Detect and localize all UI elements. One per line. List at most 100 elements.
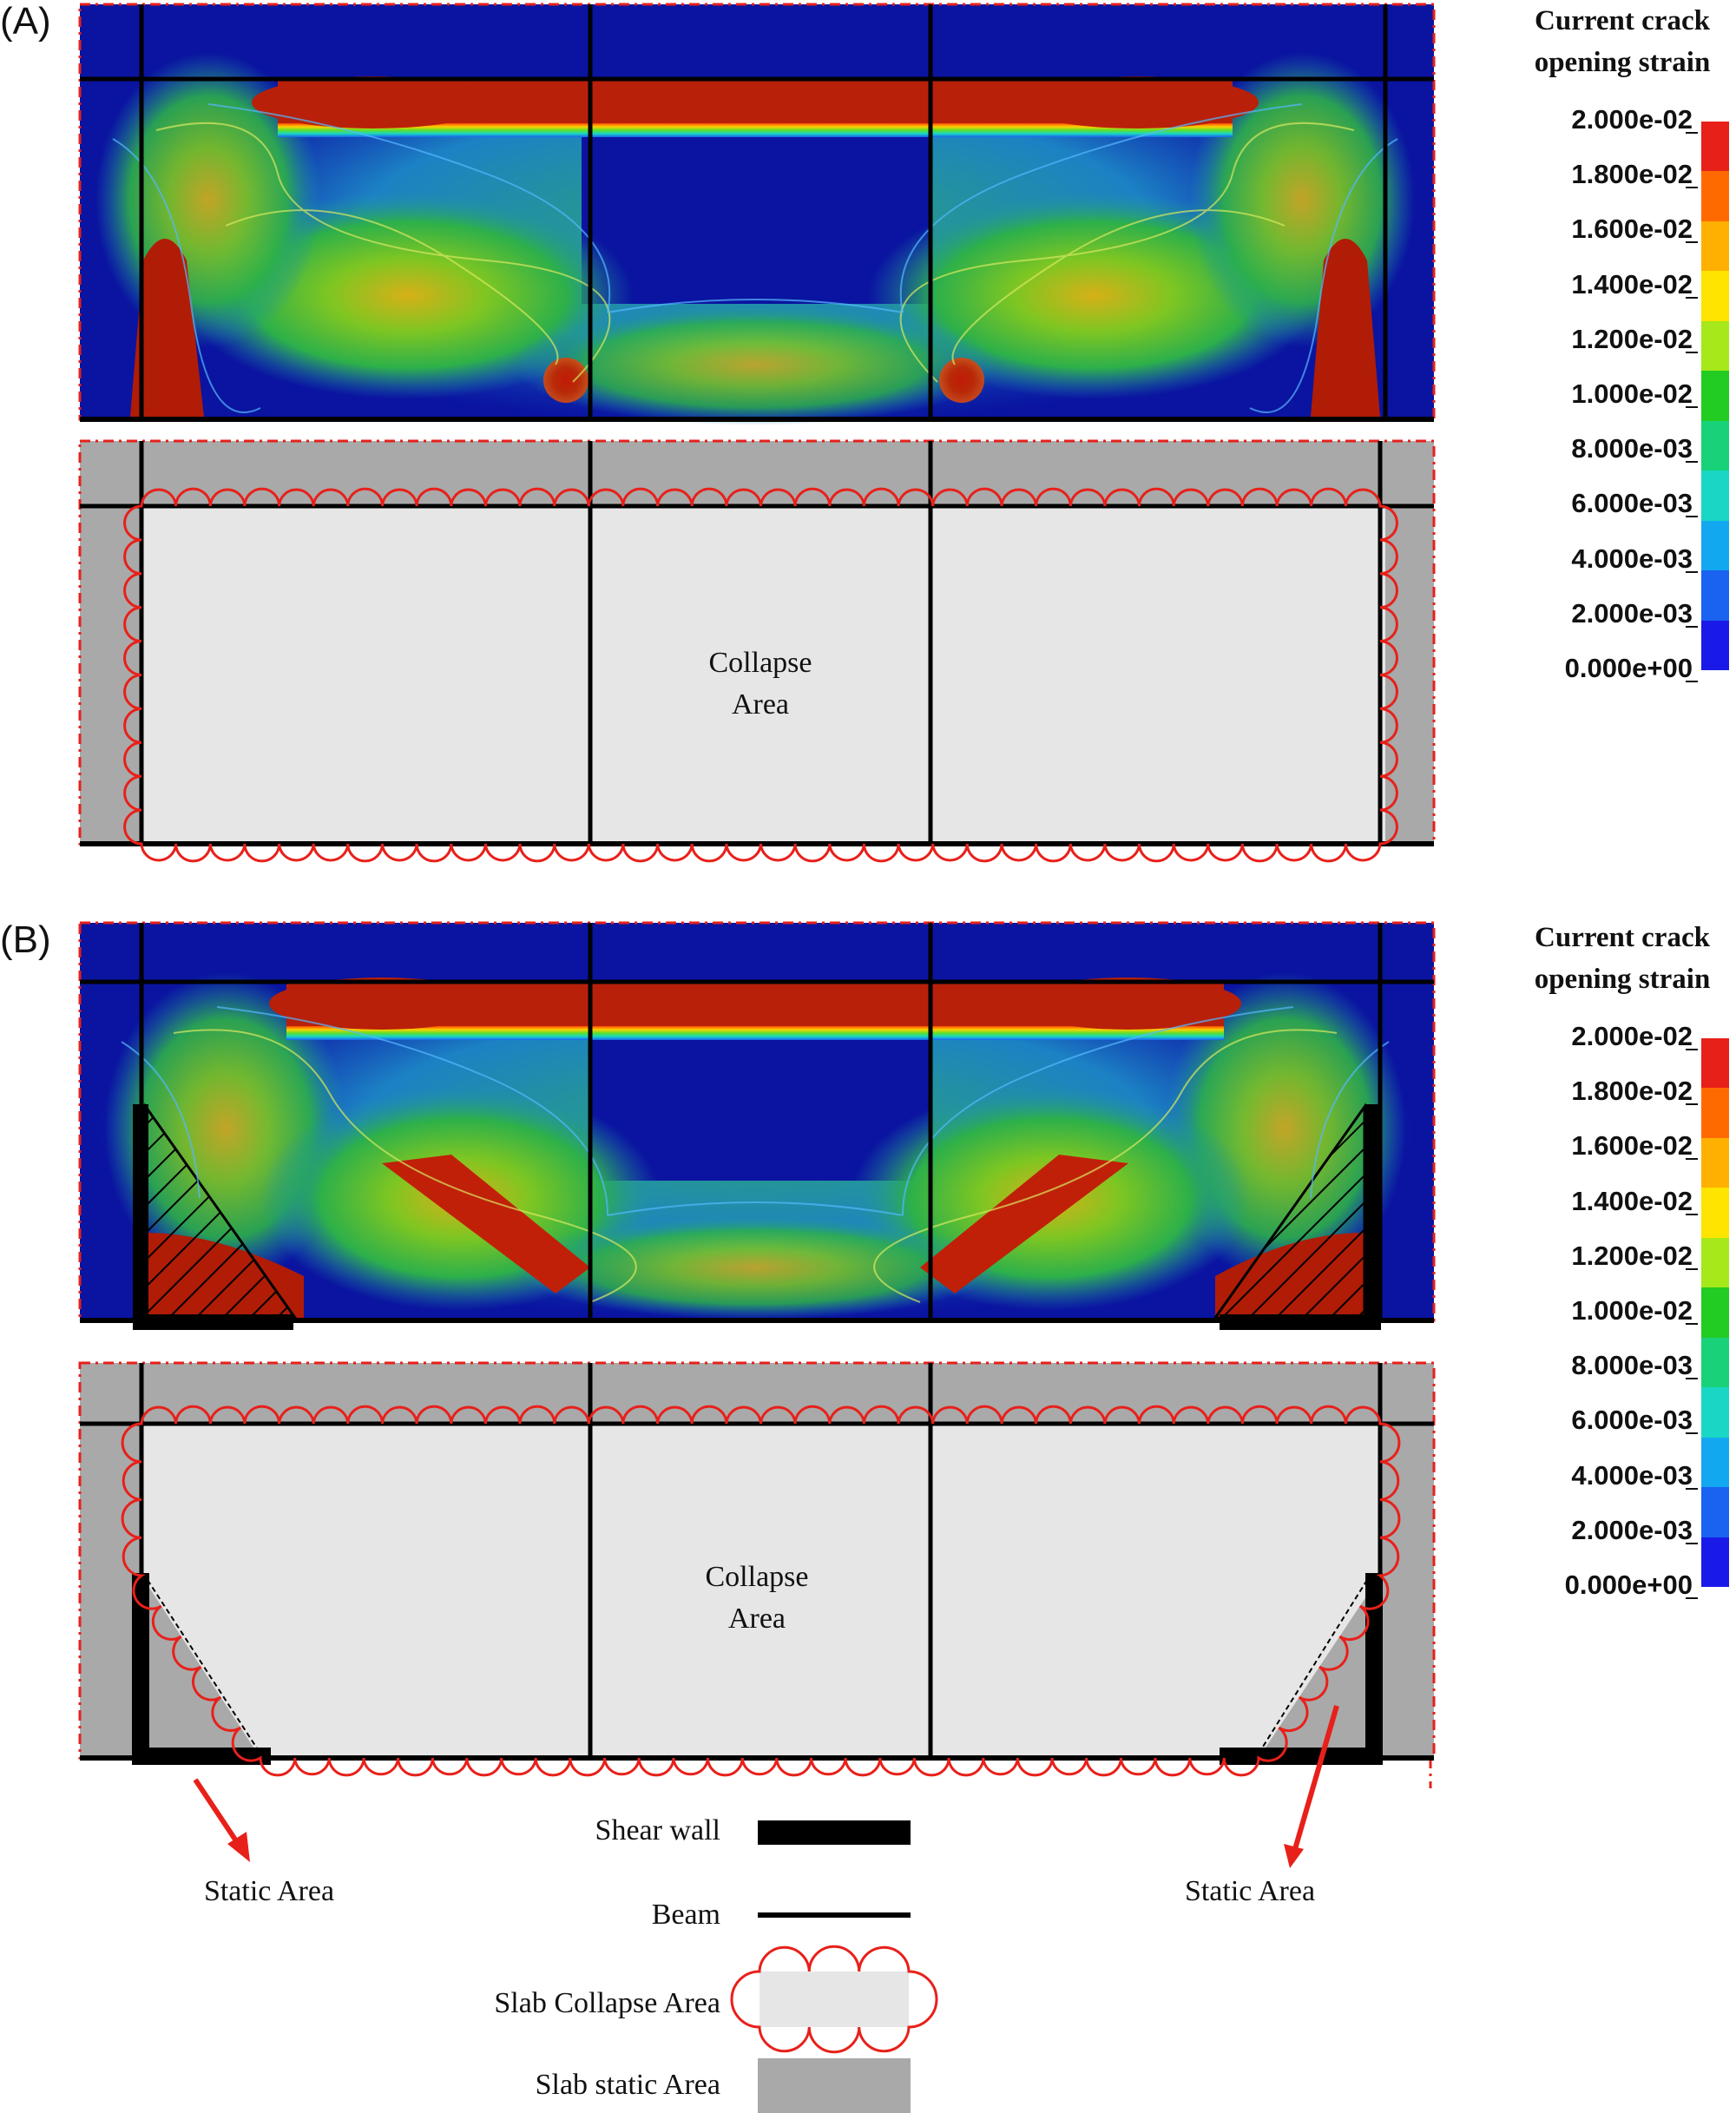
colorbar-tick-mark — [1686, 1049, 1698, 1050]
colorbar-tick-label: 0.000e+00 — [1564, 1570, 1693, 1600]
colorbar-segment — [1701, 171, 1729, 221]
collapse-area-label-a-line2: Area — [731, 688, 790, 721]
colorbar-a-title: Current crack opening strain — [1509, 0, 1736, 83]
colorbar-tick-label: 1.800e-02 — [1571, 1076, 1693, 1107]
colorbar-tick-label: 8.000e-03 — [1571, 433, 1693, 464]
legend-slab-static-swatch — [758, 2058, 911, 2113]
colorbar-tick-mark — [1686, 241, 1698, 244]
colorbar-tick-label: 4.000e-03 — [1571, 1459, 1693, 1491]
colorbar-tick-mark — [1686, 570, 1698, 573]
colorbar-tick-mark — [1686, 1378, 1698, 1380]
colorbar-tick-label: 2.000e-02 — [1571, 1021, 1693, 1051]
legend-shear-wall-swatch — [758, 1820, 911, 1845]
colorbar-tick-label: 0.000e+00 — [1564, 653, 1693, 683]
contour-plot-a — [78, 3, 1436, 425]
legend-beam-swatch — [758, 1912, 911, 1918]
colorbar-tick-label: 2.000e-03 — [1571, 597, 1693, 629]
colorbar-tick-label: 1.000e-02 — [1571, 1295, 1693, 1326]
colorbar-tick-mark — [1686, 681, 1698, 682]
colorbar-a — [1701, 122, 1729, 670]
legend-beam-label: Beam — [651, 1899, 720, 1931]
colorbar-segment — [1701, 1237, 1729, 1288]
colorbar-tick-mark — [1686, 1542, 1698, 1544]
colorbar-tick-label: 4.000e-03 — [1571, 543, 1693, 574]
colorbar-tick-label: 1.400e-02 — [1571, 1185, 1693, 1216]
colorbar-segment — [1701, 1038, 1729, 1089]
panel-a-label: (A) — [0, 0, 51, 43]
colorbar-tick-mark — [1686, 1103, 1698, 1106]
colorbar-segment — [1701, 620, 1729, 670]
colorbar-a-title-line2: opening strain — [1534, 47, 1711, 78]
panel-b-label: (B) — [0, 918, 51, 961]
colorbar-segment — [1701, 520, 1729, 571]
colorbar-tick-mark — [1686, 625, 1698, 628]
colorbar-tick-mark — [1686, 1487, 1698, 1490]
colorbar-segment — [1701, 420, 1729, 471]
collapse-area-label-b-line2: Area — [727, 1603, 786, 1635]
colorbar-tick-label: 1.600e-02 — [1571, 214, 1693, 245]
colorbar-tick-label: 8.000e-03 — [1571, 1350, 1693, 1381]
colorbar-tick-mark — [1686, 1597, 1698, 1599]
collapse-area-label-a: Collapse Area — [674, 642, 847, 726]
colorbar-tick-label: 2.000e-03 — [1571, 1514, 1693, 1545]
slab-plan-a — [78, 439, 1436, 863]
colorbar-b — [1701, 1038, 1729, 1587]
colorbar-segment — [1701, 122, 1729, 172]
collapse-area-label-b-line1: Collapse — [705, 1561, 809, 1593]
colorbar-tick-mark — [1686, 296, 1698, 299]
colorbar-segment — [1701, 1537, 1729, 1587]
collapse-area-label-a-line1: Collapse — [708, 647, 812, 679]
legend-shear-wall-label: Shear wall — [595, 1814, 720, 1846]
colorbar-tick-label: 6.000e-03 — [1571, 1405, 1693, 1436]
contour-plot-b — [78, 921, 1436, 1330]
colorbar-tick-label: 1.400e-02 — [1571, 268, 1693, 300]
legend-slab-static-label: Slab static Area — [535, 2069, 720, 2101]
colorbar-tick-mark — [1686, 461, 1698, 464]
colorbar-segment — [1701, 471, 1729, 521]
static-area-arrow-left — [193, 1778, 250, 1862]
colorbar-b-title-line1: Current crack — [1535, 922, 1710, 953]
colorbar-b-title-line2: opening strain — [1534, 964, 1711, 995]
static-area-label-right: Static Area — [1184, 1875, 1316, 1907]
colorbar-segment — [1701, 1387, 1729, 1438]
colorbar-tick-label: 1.800e-02 — [1571, 159, 1693, 190]
legend-slab-collapse-label: Slab Collapse Area — [494, 1987, 720, 2019]
colorbar-a-ticks: 2.000e-02 1.800e-02 1.600e-02 1.400e-02 1.20… — [1510, 0, 1701, 694]
colorbar-tick-label: 1.200e-02 — [1571, 1240, 1693, 1271]
colorbar-tick-mark — [1686, 406, 1698, 408]
colorbar-segment — [1701, 1287, 1729, 1338]
colorbar-segment — [1701, 371, 1729, 421]
colorbar-tick-label: 1.600e-02 — [1571, 1130, 1693, 1162]
legend-slab-collapse-swatch — [730, 1945, 938, 2054]
colorbar-tick-mark — [1686, 1158, 1698, 1161]
colorbar-a-title-line1: Current crack — [1535, 5, 1710, 36]
colorbar-tick-mark — [1686, 1432, 1698, 1435]
colorbar-tick-mark — [1686, 1213, 1698, 1215]
colorbar-segment — [1701, 1088, 1729, 1138]
colorbar-segment — [1701, 271, 1729, 321]
static-area-label-left: Static Area — [203, 1875, 335, 1907]
colorbar-tick-mark — [1686, 1323, 1698, 1325]
colorbar-segment — [1701, 1437, 1729, 1488]
colorbar-tick-label: 1.200e-02 — [1571, 323, 1693, 354]
collapse-area-label-b: Collapse Area — [670, 1557, 844, 1640]
colorbar-segment — [1701, 1487, 1729, 1537]
colorbar-tick-label: 2.000e-02 — [1571, 104, 1693, 135]
slab-plan-b — [78, 1361, 1436, 1788]
colorbar-tick-label: 6.000e-03 — [1571, 488, 1693, 519]
colorbar-tick-mark — [1686, 1267, 1698, 1270]
colorbar-segment — [1701, 1137, 1729, 1188]
colorbar-segment — [1701, 1188, 1729, 1238]
colorbar-b-ticks: 2.000e-02 1.800e-02 1.600e-02 1.400e-02 1.20… — [1510, 0, 1701, 1736]
colorbar-segment — [1701, 570, 1729, 621]
colorbar-segment — [1701, 1337, 1729, 1388]
colorbar-segment — [1701, 221, 1729, 272]
colorbar-b-title: Current crack opening strain — [1509, 917, 1736, 1000]
colorbar-segment — [1701, 320, 1729, 372]
static-area-arrow-right — [1284, 1705, 1339, 1868]
colorbar-tick-mark — [1686, 516, 1698, 518]
colorbar-tick-label: 1.000e-02 — [1571, 378, 1693, 409]
colorbar-tick-mark — [1686, 351, 1698, 353]
colorbar-tick-mark — [1686, 132, 1698, 134]
